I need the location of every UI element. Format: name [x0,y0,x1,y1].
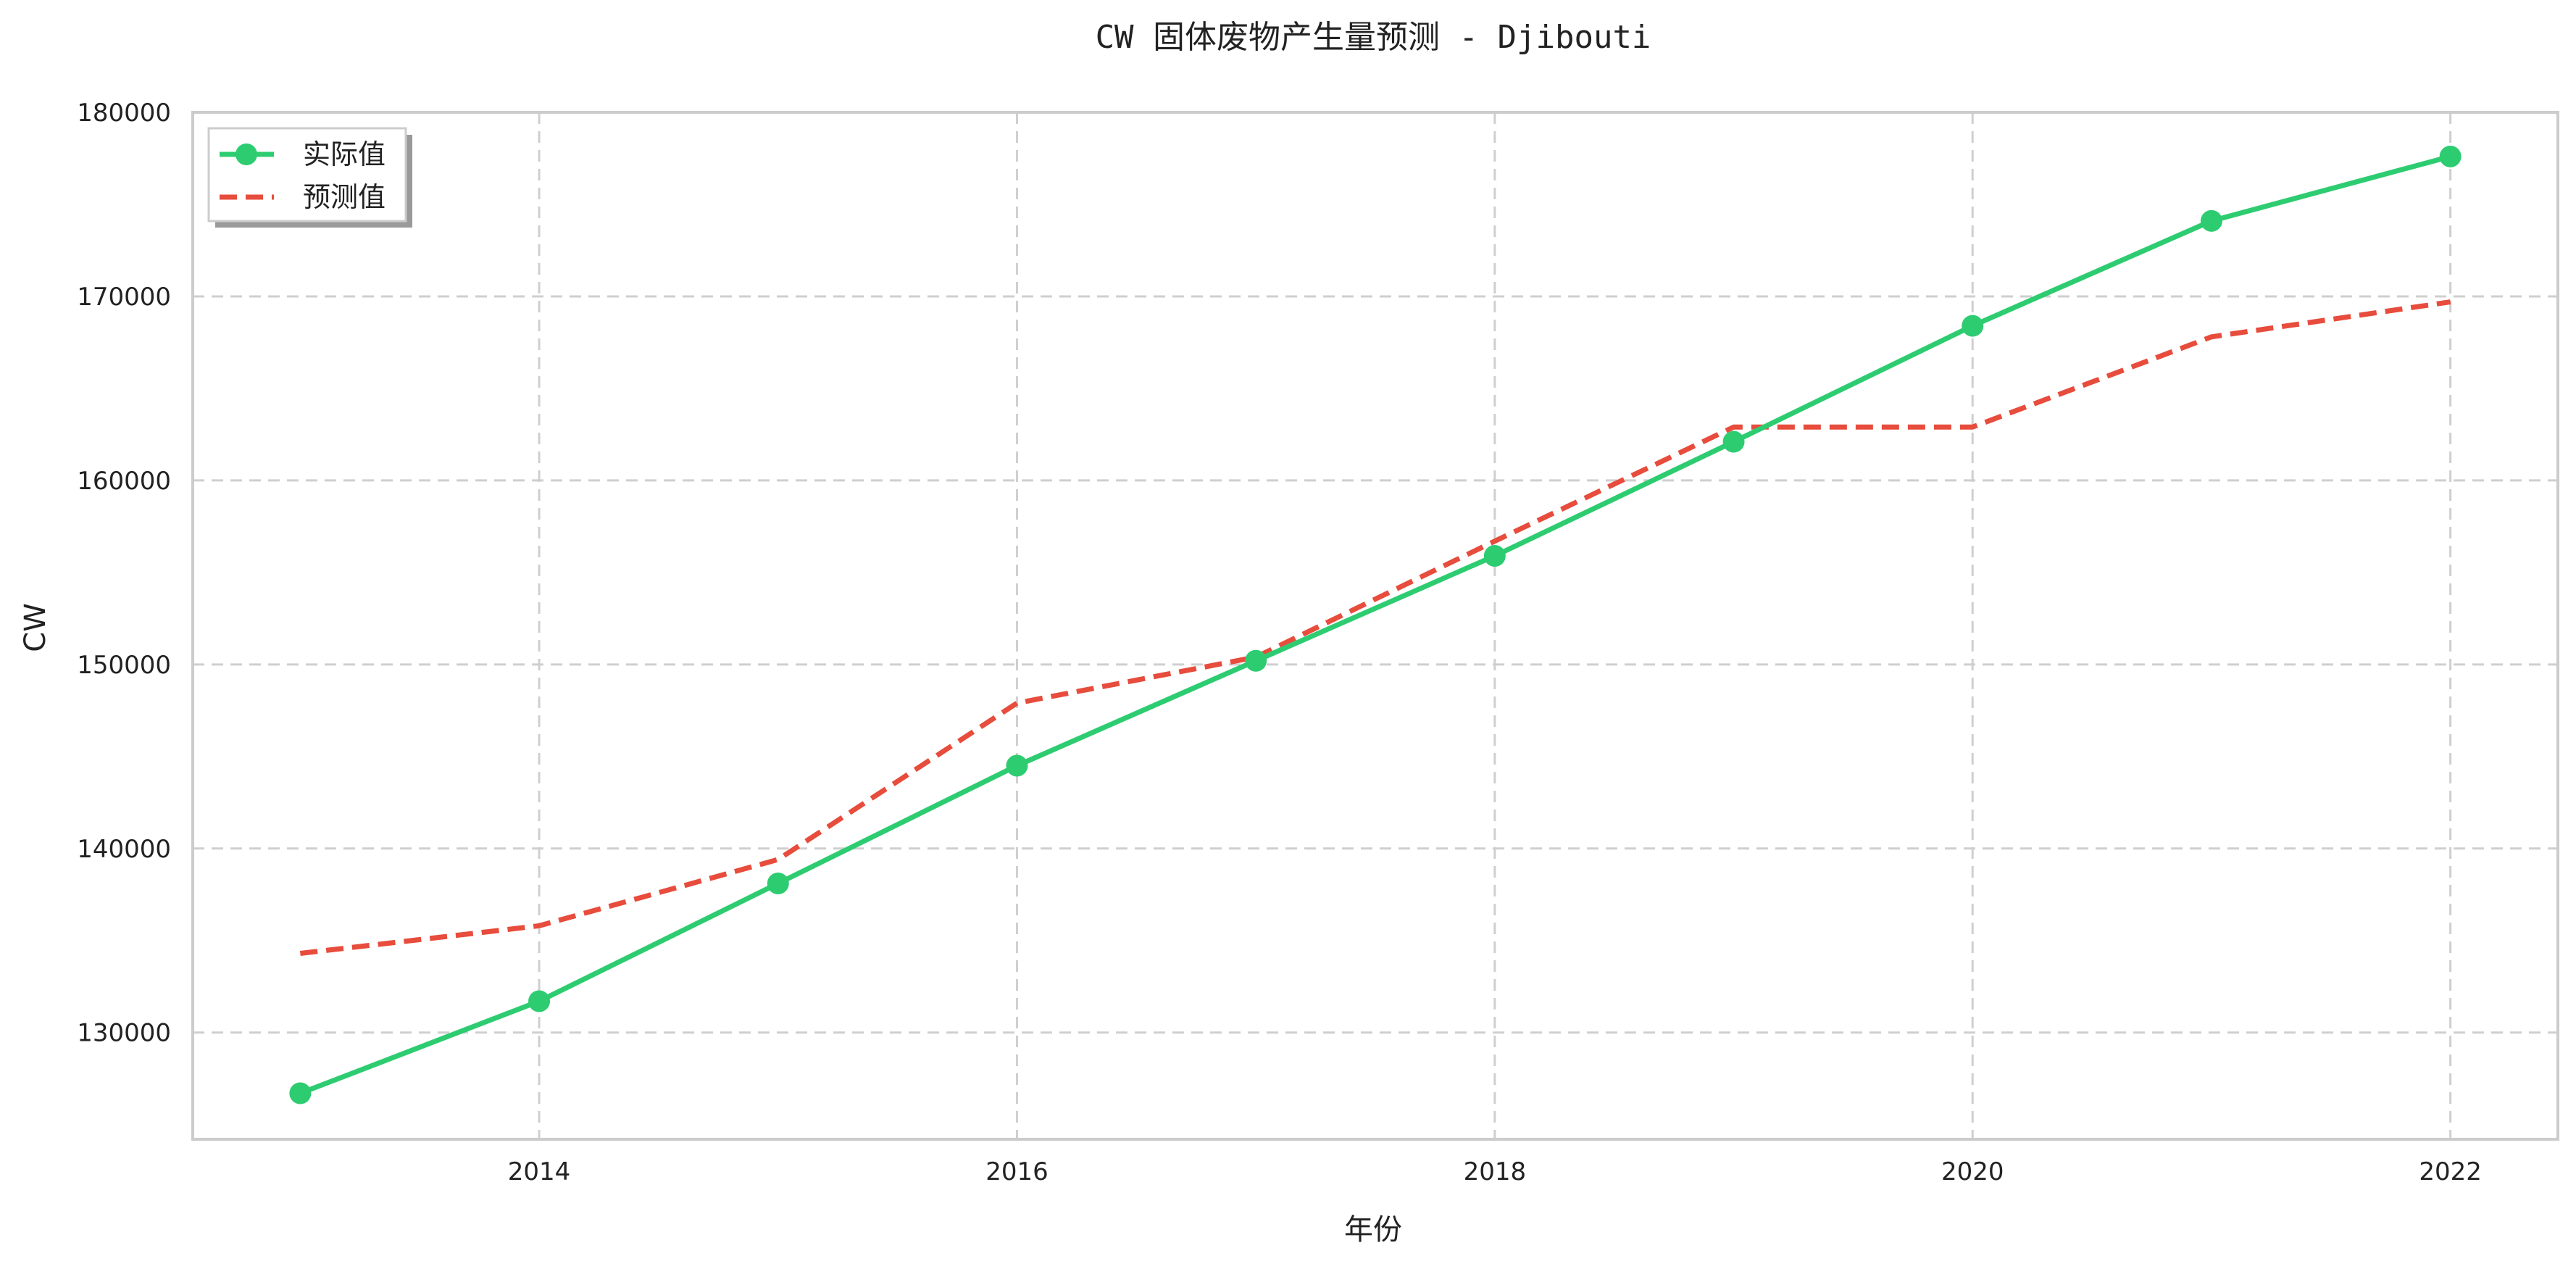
y-tick-label: 140000 [77,835,171,864]
legend-label-actual: 实际值 [303,138,385,170]
data-point-actual [1722,430,1745,453]
chart-title: CW 固体废物产生量预测 - Djibouti [1096,19,1651,56]
data-point-actual [2200,209,2222,232]
legend-box [207,127,407,222]
y-tick-label: 160000 [77,467,171,496]
x-tick-label: 2018 [1464,1157,1527,1186]
y-tick-label: 180000 [77,99,171,128]
data-point-actual [1006,754,1028,777]
data-point-actual [2439,145,2462,167]
data-point-actual [289,1082,312,1104]
tick-labels: 2014 2016 2018 2020 2022 130000 140000 150000 16… [77,99,2482,1186]
data-point-actual [1962,315,1984,337]
y-tick-label: 150000 [77,651,171,680]
data-point-actual [1483,545,1506,567]
data-point-actual [1245,649,1267,672]
y-tick-label: 130000 [77,1019,171,1048]
x-tick-label: 2022 [2419,1157,2482,1186]
series-line-actual [299,154,2451,1096]
x-axis-label: 年份 [1344,1213,1402,1247]
y-tick-label: 170000 [77,283,171,312]
legend-label-predicted: 预测值 [303,181,385,213]
x-tick-label: 2020 [1941,1157,2004,1186]
x-tick-label: 2016 [985,1157,1049,1186]
data-point-actual [767,873,789,895]
series-layer [289,145,2462,1104]
grid-lines [193,112,2558,1139]
y-axis-label: CW [19,603,52,652]
legend-marker-actual [235,143,257,165]
x-tick-label: 2014 [508,1157,571,1186]
data-point-actual [528,990,551,1012]
series-line-predicted [299,299,2451,956]
plot-frame [191,111,2559,1141]
